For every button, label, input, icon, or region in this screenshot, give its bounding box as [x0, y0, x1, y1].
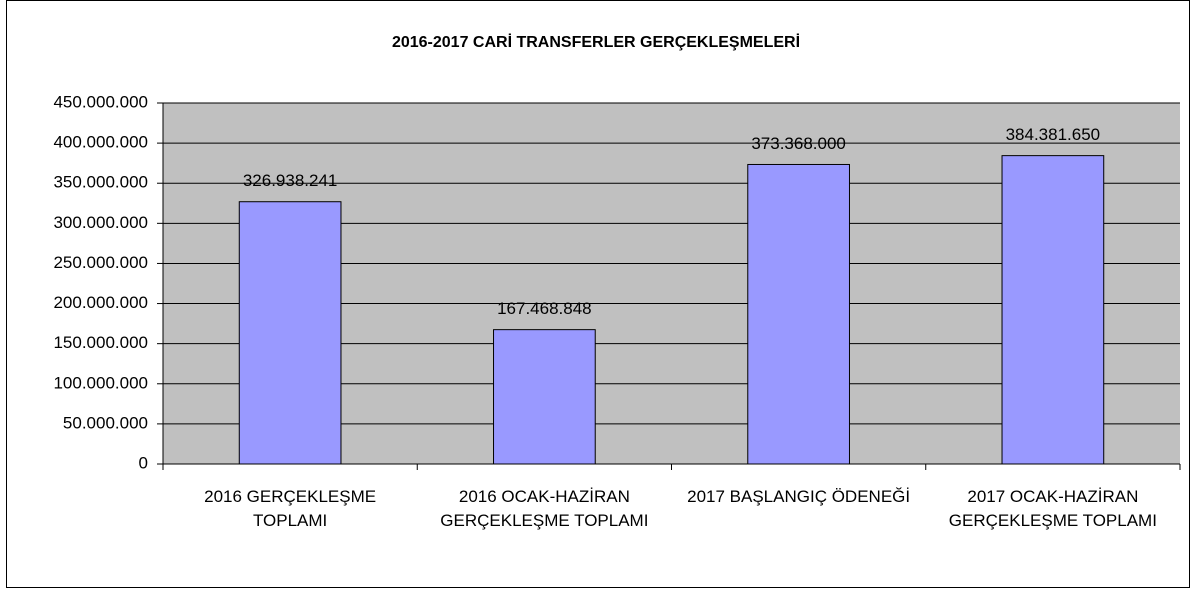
y-tick-label: 450.000.000 [53, 92, 148, 111]
y-tick-label: 300.000.000 [53, 213, 148, 232]
y-tick-label: 250.000.000 [53, 253, 148, 272]
y-tick-label: 400.000.000 [53, 133, 148, 152]
x-tick-label: 2017 BAŞLANGIÇ ÖDENEĞİ [687, 487, 911, 506]
y-tick-label: 100.000.000 [53, 373, 148, 392]
chart-title: 2016-2017 CARİ TRANSFERLER GERÇEKLEŞMELE… [392, 33, 800, 51]
x-tick-label: 2016 OCAK-HAZİRAN GERÇEKLEŞME TOPLAMI [440, 487, 649, 530]
x-tick-label: 2017 OCAK-HAZİRAN GERÇEKLEŞME TOPLAMI [948, 487, 1157, 530]
bar [747, 163, 850, 465]
bar [1001, 155, 1105, 465]
bar [238, 201, 342, 465]
data-label: 373.368.000 [751, 134, 846, 153]
chart-frame [6, 0, 1190, 588]
data-label: 326.938.241 [243, 171, 338, 190]
x-tick-label: 2016 GERÇEKLEŞME TOPLAMI [204, 487, 377, 530]
y-tick-label: 150.000.000 [53, 333, 148, 352]
y-tick-label: 200.000.000 [53, 293, 148, 312]
y-tick-label: 350.000.000 [53, 173, 148, 192]
bar [493, 329, 596, 465]
data-label: 384.381.650 [1006, 125, 1101, 144]
y-tick-label: 0 [139, 453, 148, 472]
y-tick-label: 50.000.000 [63, 413, 148, 432]
data-label: 167.468.848 [497, 299, 592, 318]
